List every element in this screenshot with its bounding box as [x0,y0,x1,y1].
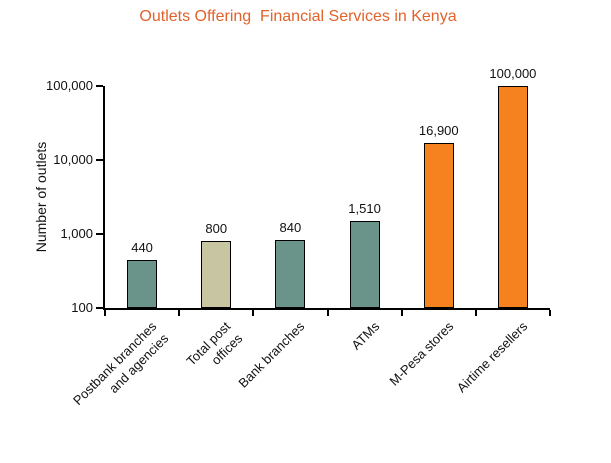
plot-area: 100 1,000 10,000 100,000 440 Postbank branche… [46,66,551,408]
x-axis-tick [549,310,551,316]
x-axis-category-label-line: M-Pesa stores [386,318,457,389]
bar-4 [349,220,380,308]
bar-value-label: 440 [131,240,153,256]
x-axis-category-label: M-Pesa stores [303,318,456,463]
bar-5 [423,143,454,308]
x-axis-tick [474,310,477,316]
y-axis-tick-label: 1,000 [60,226,93,241]
bar-value-label: 840 [279,219,302,235]
x-axis-tick [178,310,181,316]
bar-2 [201,241,232,308]
x-axis-category-label-line: Airtime resellers [453,318,531,396]
x-axis-category-label-line: ATMs [347,318,382,353]
x-axis-tick [104,310,106,316]
x-axis-category-label: Postbank branches and agencies [7,318,172,463]
x-axis-category-label: ATMs [229,318,382,463]
x-axis-tick [326,310,329,316]
y-axis-tick-label: 10,000 [53,152,93,167]
x-axis-tick [252,310,255,316]
y-axis-tick [96,85,103,87]
x-axis-tick [400,310,403,316]
chart-title: Outlets Offering Financial Services in K… [139,8,457,25]
y-axis-tick [96,307,103,309]
bar-6 [497,86,528,308]
y-axis-tick [96,233,103,235]
bar-value-label: 1,510 [348,200,381,216]
y-axis-tick-label: 100,000 [46,78,93,93]
bar-value-label: 100,000 [489,66,537,81]
bar-1 [127,260,158,308]
bar-value-label: 16,900 [418,123,459,139]
y-axis-tick-label: 100 [71,300,93,315]
x-axis-category-label: Airtime resellers [377,318,531,463]
bar-3 [275,239,306,308]
y-axis-tick [96,159,103,161]
bar-value-label: 800 [205,221,228,237]
